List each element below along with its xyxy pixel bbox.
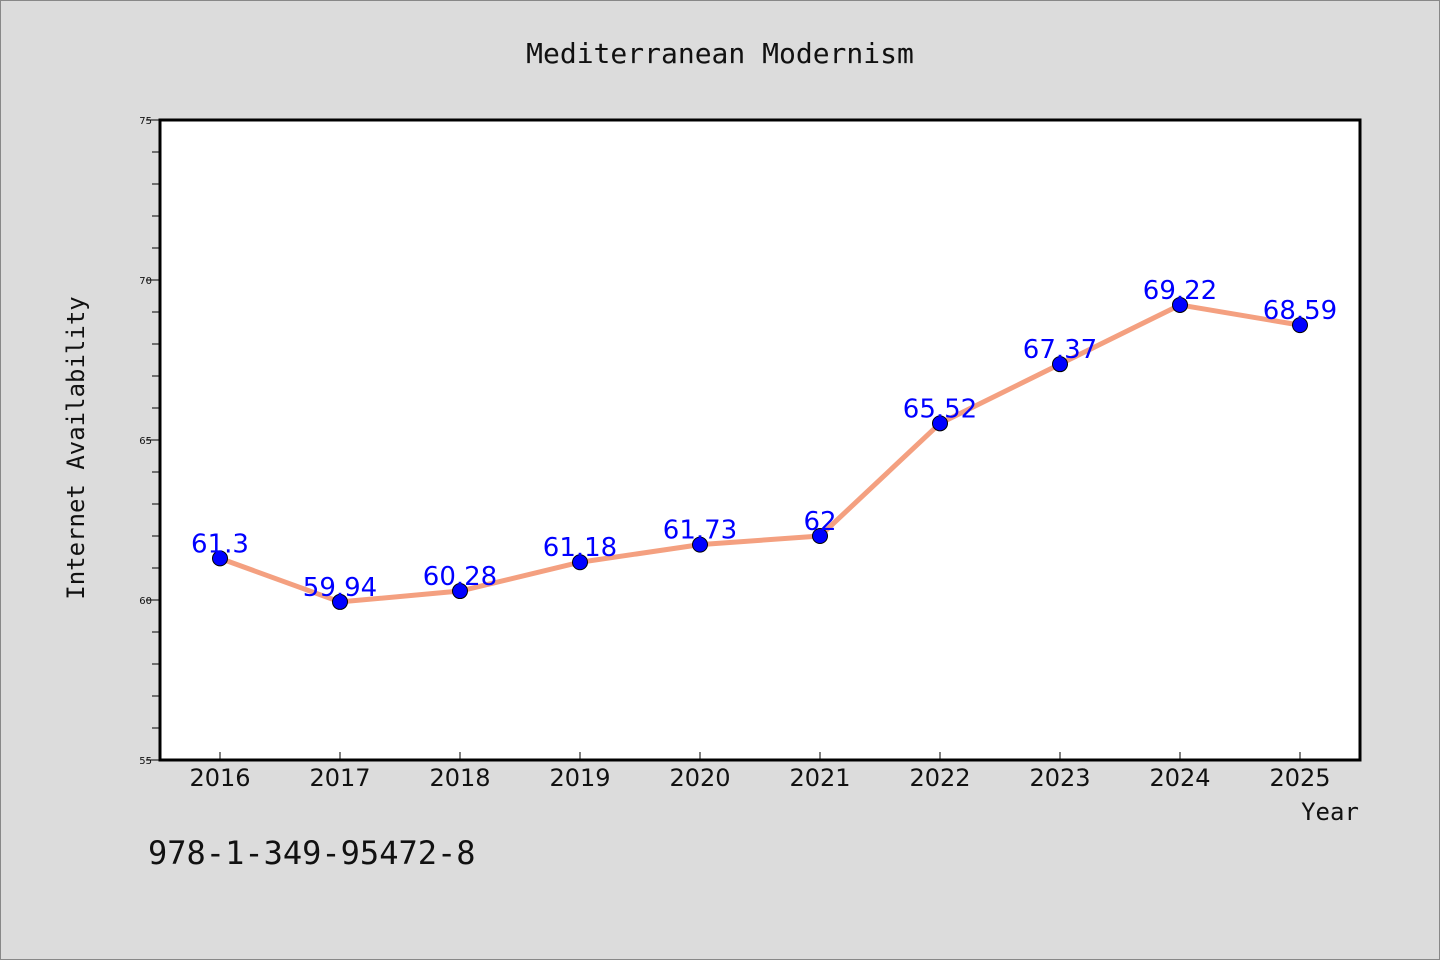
data-label: 62	[803, 507, 836, 537]
x-tick-label: 2022	[909, 764, 970, 792]
x-axis-label: Year	[1301, 798, 1359, 826]
data-label: 61.18	[543, 533, 617, 563]
x-tick-label: 2023	[1029, 764, 1090, 792]
series-line	[217, 302, 1303, 605]
data-point	[212, 550, 228, 567]
ticks: 55 60 65 70 75 2016 2017 2018 2019 2020 2021 2022 20…	[139, 116, 1330, 792]
data-point	[692, 536, 708, 553]
data-point	[572, 554, 588, 571]
isbn-text: 978-1-349-95472-8	[148, 834, 476, 872]
data-point	[932, 415, 948, 432]
data-point	[1052, 356, 1068, 373]
data-point	[332, 593, 348, 610]
data-label: 67.37	[1023, 335, 1097, 365]
data-label: 61.73	[663, 516, 737, 546]
x-tick-label: 2025	[1269, 764, 1330, 792]
x-tick-label: 2020	[669, 764, 730, 792]
plot-frame	[158, 118, 1362, 762]
data-point	[812, 528, 828, 544]
data-label: 61.3	[191, 529, 249, 559]
data-point	[1172, 296, 1188, 313]
y-tick-label: 70	[139, 276, 152, 287]
y-tick-label: 65	[139, 436, 152, 447]
series: 61.3 59.94 60.28 61.18 61.73 62 65.52 67.37 69.2…	[191, 276, 1337, 610]
data-label: 65.52	[903, 394, 977, 424]
y-tick-label: 55	[139, 756, 152, 767]
data-label: 59.94	[303, 573, 377, 603]
x-tick-label: 2016	[189, 764, 250, 792]
data-point	[1292, 317, 1308, 334]
plot-area	[160, 120, 1360, 760]
y-tick-label: 60	[139, 596, 152, 607]
y-axis-label: Internet Availability	[62, 296, 90, 599]
data-label: 68.59	[1263, 296, 1337, 326]
data-label: 69.22	[1143, 276, 1217, 306]
data-point	[452, 583, 468, 600]
y-tick-label: 75	[139, 116, 152, 127]
x-tick-label: 2019	[549, 764, 610, 792]
data-label: 60.28	[423, 562, 497, 592]
chart-title: Mediterranean Modernism	[526, 37, 914, 70]
x-tick-label: 2021	[789, 764, 850, 792]
x-tick-label: 2018	[429, 764, 490, 792]
x-tick-label: 2017	[309, 764, 370, 792]
x-tick-label: 2024	[1149, 764, 1210, 792]
